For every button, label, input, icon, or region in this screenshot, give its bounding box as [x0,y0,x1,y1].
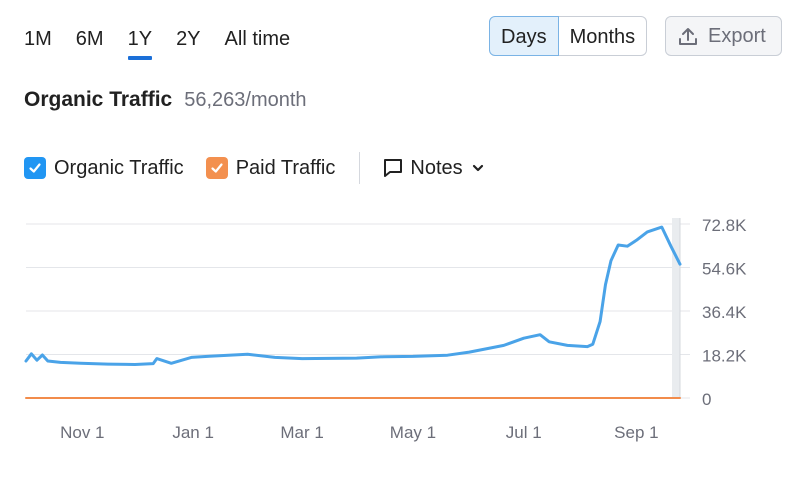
x-tick-label: Mar 1 [280,423,323,442]
comment-icon [384,159,403,177]
legend-organic-traffic[interactable]: Organic Traffic [24,157,184,180]
y-tick-label: 36.4K [702,303,747,322]
granularity-toggle: Days Months [489,16,648,56]
y-tick-label: 72.8K [702,216,747,235]
legend-paid-label: Paid Traffic [235,156,336,179]
check-icon [211,163,223,173]
notes-dropdown[interactable]: Notes [382,157,484,180]
date-range-tabs: 1M 6M 1Y 2Y All time [24,24,302,60]
x-tick-label: Jul 1 [506,423,542,442]
incomplete-period-band [672,218,680,398]
y-tick-label: 0 [702,390,711,409]
legend: Organic Traffic Paid Traffic Notes [24,152,485,184]
organic-checkbox[interactable] [24,157,46,179]
chart-title: Organic Traffic [24,88,173,111]
check-icon [29,163,41,173]
legend-divider [359,152,361,184]
months-button[interactable]: Months [558,16,648,56]
range-tab-1y[interactable]: 1Y [116,24,164,60]
y-tick-label: 18.2K [702,347,747,366]
days-button[interactable]: Days [489,16,559,56]
legend-paid-traffic[interactable]: Paid Traffic [205,156,336,180]
chevron-down-icon [472,164,483,172]
range-tab-6m[interactable]: 6M [75,28,104,50]
organic-traffic-line [24,225,682,366]
x-tick-label: Sep 1 [614,423,658,442]
traffic-chart: 72.8K 54.6K 36.4K 18.2K 0 Nov 1 Jan 1 Mar 1 May … [24,216,747,442]
x-tick-label: Jan 1 [172,423,214,442]
export-label: Export [708,24,766,47]
paid-checkbox[interactable] [205,157,228,179]
x-tick-label: May 1 [390,423,436,442]
x-tick-label: Nov 1 [60,423,104,442]
upload-icon [679,28,697,45]
range-tab-all-time[interactable]: All time [224,28,291,50]
traffic-value: 56,263/month [184,89,307,111]
y-tick-label: 54.6K [702,260,747,279]
export-button[interactable]: Export [665,16,782,56]
chart-header: Organic Traffic 56,263/month [24,88,307,112]
notes-label: Notes [410,156,463,179]
range-tab-1m[interactable]: 1M [24,28,52,50]
range-tab-2y[interactable]: 2Y [176,28,201,50]
legend-organic-label: Organic Traffic [54,156,184,179]
